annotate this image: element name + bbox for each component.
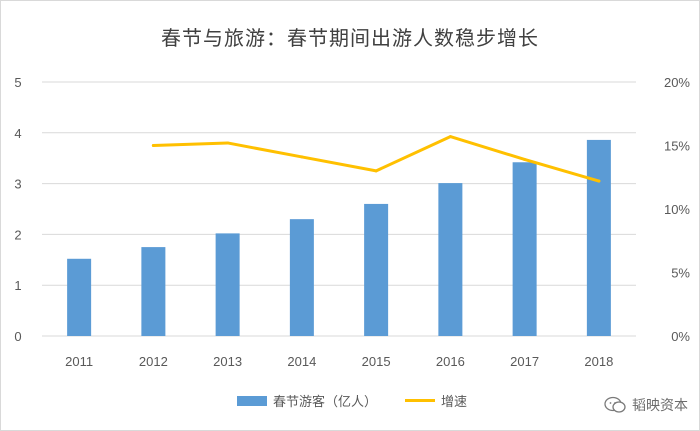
chart-title: 春节与旅游：春节期间出游人数稳步增长 [161,26,539,50]
growth-point [151,144,155,147]
y-right-tick-label: 15% [664,139,690,154]
legend-item-visitors: 春节游客（亿人） [237,391,377,410]
bar [141,247,166,336]
growth-point [523,157,527,161]
bar [289,219,314,336]
legend-label-growth: 增速 [441,395,468,410]
growth-point [374,169,378,173]
y-left-tick-label: 5 [14,75,21,90]
bar [67,258,92,336]
legend: 春节游客（亿人） 增速 [0,391,700,411]
y-left-tick-label: 0 [14,329,21,344]
growth-point [300,155,304,159]
x-tick-label: 2013 [213,354,242,369]
x-tick-label: 2014 [287,354,316,369]
x-tick-label: 2011 [65,354,93,369]
growth-point [597,179,601,183]
legend-swatch-growth [405,399,435,402]
x-tick-label: 2012 [139,354,168,369]
y-right-tick-label: 5% [671,266,690,281]
growth-point [448,135,452,139]
watermark: 韬映资本 [604,395,688,415]
legend-label-visitors: 春节游客（亿人） [273,395,378,410]
x-tick-label: 2017 [510,354,539,369]
y-right-tick-label: 10% [664,202,690,217]
x-tick-label: 2015 [362,354,391,369]
legend-item-growth: 增速 [405,391,467,410]
wechat-icon [604,396,626,413]
y-left-tick-label: 2 [14,227,21,242]
y-right-tick-label: 0% [671,329,690,344]
bar [512,162,537,336]
y-right-tick-label: 20% [664,75,690,90]
bar [215,233,240,336]
bar [438,183,463,336]
y-left-tick-label: 4 [14,126,21,141]
watermark-text: 韬映资本 [632,398,688,414]
bar [364,203,389,336]
x-tick-label: 2016 [436,354,465,369]
legend-swatch-visitors [237,395,267,406]
y-left-tick-label: 1 [14,278,21,293]
y-left-tick-label: 3 [14,177,21,192]
x-tick-label: 2018 [584,354,613,369]
bar [586,139,611,336]
growth-point [226,141,230,145]
